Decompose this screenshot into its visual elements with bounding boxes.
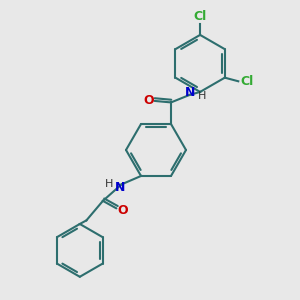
Text: H: H — [105, 179, 113, 189]
Text: Cl: Cl — [241, 75, 254, 88]
Text: O: O — [143, 94, 154, 107]
Text: N: N — [185, 86, 195, 99]
Text: O: O — [118, 204, 128, 217]
Text: N: N — [115, 182, 125, 194]
Text: H: H — [198, 91, 206, 100]
Text: Cl: Cl — [194, 11, 207, 23]
